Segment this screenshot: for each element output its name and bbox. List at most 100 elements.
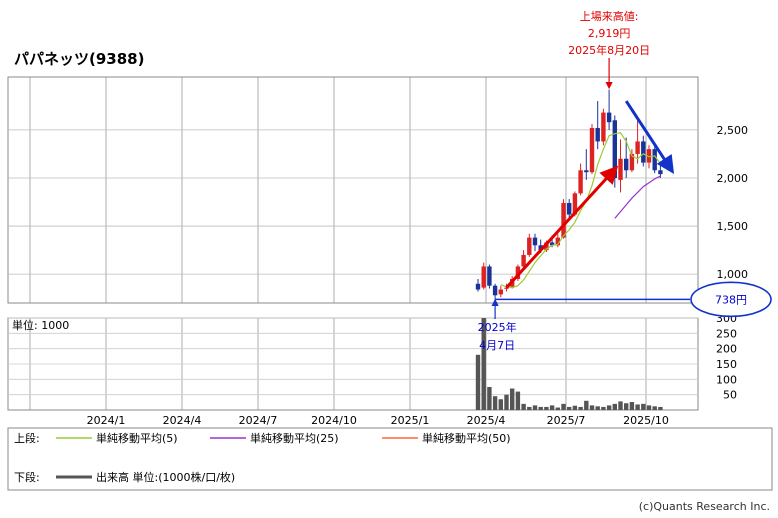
uptrend-arrow [505, 165, 619, 289]
candle-body [572, 193, 578, 215]
candle-body [584, 170, 589, 173]
x-tick-label: 2025/1 [391, 414, 430, 427]
candle-body [487, 266, 492, 286]
candle-body [567, 202, 572, 215]
high-annotation-line2: 2,919円 [588, 27, 631, 40]
y-tick-label: 1,500 [717, 220, 749, 233]
candle-body [601, 112, 606, 142]
annotations: 上場来高値: 2,919円 2025年8月20日 2025年 4月7日 738円 [478, 9, 772, 352]
candle-body [549, 242, 555, 246]
candle-body [578, 170, 583, 194]
volume-bar [510, 388, 515, 410]
sma5-line [500, 132, 661, 289]
y-tick-label: 2,000 [717, 172, 749, 185]
volume-bar [527, 406, 532, 410]
low-price-badge [690, 281, 772, 318]
legend-lower-label: 下段: [14, 470, 40, 484]
chart-title: パパネッツ(9388) [14, 50, 145, 68]
candle-body [561, 202, 566, 238]
volume-bar [498, 399, 503, 410]
volume-bar [532, 405, 538, 410]
high-annotation-line1: 上場来高値: [580, 9, 639, 23]
candle-body [498, 289, 503, 295]
volume-bar [629, 402, 635, 410]
y-tick-label: 1,000 [717, 268, 749, 281]
volume-tick-label: 50 [723, 389, 737, 402]
volume-bar [595, 406, 600, 410]
legend-item-label: 単純移動平均(25) [250, 431, 339, 445]
high-annotation-line3: 2025年8月20日 [568, 43, 650, 57]
volume-bar [487, 387, 492, 410]
candle-body [492, 285, 498, 296]
volume-bar [475, 354, 481, 410]
candle-body [646, 149, 652, 163]
candle-body [589, 127, 595, 173]
candle-body [612, 120, 617, 178]
volume-bar [641, 403, 646, 410]
candle-body [618, 158, 623, 180]
candle-body [515, 266, 521, 279]
volume-bar [658, 406, 663, 410]
volume-bar [515, 391, 521, 410]
downtrend-arrow [624, 100, 675, 174]
volume-bar [589, 405, 595, 410]
x-tick-label: 2024/7 [239, 414, 278, 427]
volume-bar [544, 406, 549, 410]
candle-body [629, 153, 635, 171]
volume-bar [481, 318, 486, 410]
candle-body [504, 287, 509, 289]
volume-tick-label: 150 [716, 358, 737, 371]
volume-bar [572, 405, 578, 410]
volume-bar [646, 405, 652, 410]
x-tick-label: 2024/4 [163, 414, 202, 427]
volume-bar [567, 406, 572, 410]
volume-bar [549, 405, 555, 410]
x-tick-label: 2025/4 [467, 414, 506, 427]
volume-unit-label: 単位: 1000 [12, 318, 69, 332]
volume-bar [606, 405, 612, 410]
y-tick-label: 2,500 [717, 124, 749, 137]
volume-tick-label: 250 [716, 327, 737, 340]
candle-body [635, 141, 640, 154]
legend-item-label: 単純移動平均(5) [96, 431, 178, 445]
low-price-label: 738円 [715, 293, 747, 306]
candle-body [527, 237, 532, 255]
sma25-line [614, 175, 661, 219]
candle-body [652, 149, 657, 171]
volume-bar [555, 407, 560, 410]
volume-bar [561, 403, 566, 410]
price-frame [7, 76, 699, 304]
volume-bar [584, 400, 589, 410]
legend-upper-label: 上段: [14, 431, 40, 445]
candle-body [606, 112, 612, 123]
candle-body [532, 237, 538, 246]
low-annotation-line2: 4月7日 [479, 339, 515, 352]
candle-body [521, 254, 526, 267]
candle-body [595, 127, 600, 142]
volume-bar [612, 403, 617, 410]
legend-volume-label: 出来高 単位:(1000株/口/枚) [96, 470, 235, 484]
copyright-text: (c)Quants Research Inc. [639, 500, 770, 513]
volume-bar [601, 406, 606, 410]
candle-body [481, 266, 486, 288]
volume-panel: 2024/1 2024/4 2024/7 2024/10 2025/1 2025/4 202… [7, 312, 737, 427]
price-panel: 1,000 1,500 2,000 2,500 [7, 76, 749, 304]
candle-body [475, 283, 481, 290]
volume-tick-label: 100 [716, 373, 737, 386]
x-tick-label: 2025/7 [547, 414, 586, 427]
volume-bar [652, 406, 657, 410]
volume-bar [624, 403, 629, 410]
x-tick-label: 2024/1 [87, 414, 126, 427]
x-tick-label: 2025/10 [623, 414, 669, 427]
candle-body [641, 141, 646, 163]
legend-item-label: 単純移動平均(50) [422, 431, 511, 445]
volume-bar [538, 406, 543, 410]
volume-bar [635, 404, 640, 410]
x-tick-label: 2024/10 [311, 414, 357, 427]
candle-body [658, 170, 663, 175]
candle-body [624, 158, 629, 171]
volume-tick-label: 200 [716, 343, 737, 356]
candle-body [538, 245, 543, 251]
volume-bar [578, 406, 583, 410]
